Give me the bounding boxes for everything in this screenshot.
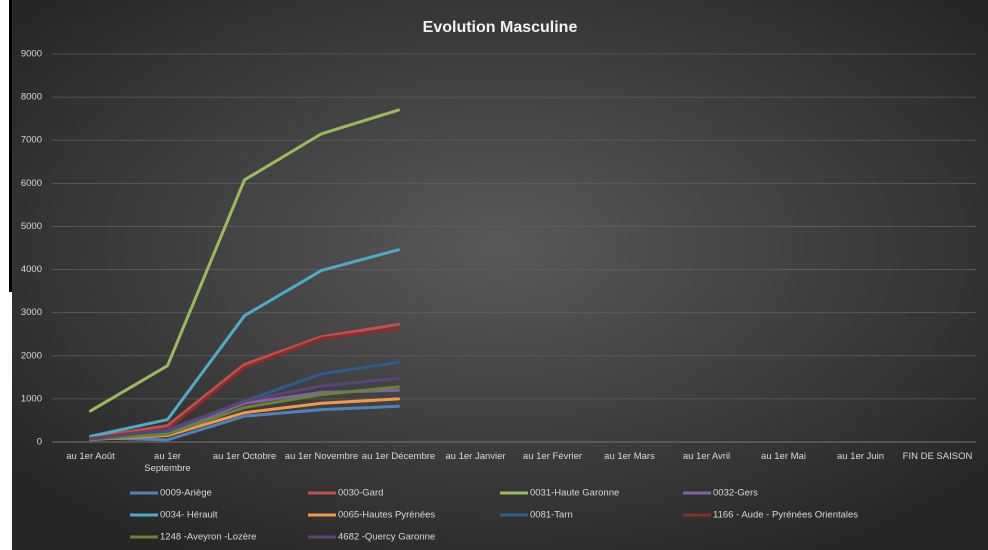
y-tick-label: 4000 [21, 264, 42, 275]
legend-label: 4682 -Quercy Garonne [338, 532, 435, 543]
legend-label: 0065-Hautes Pyrénées [338, 510, 435, 521]
y-tick-label: 6000 [21, 178, 42, 189]
legend-label: 0030-Gard [338, 488, 383, 499]
y-tick-label: 3000 [21, 307, 42, 318]
y-tick-label: 0 [37, 437, 42, 448]
x-tick-label: au 1er Mai [761, 451, 806, 462]
x-tick-label: FIN DE SAISON [902, 451, 973, 462]
x-tick-label: au 1er Janvier [445, 451, 506, 462]
series-line [89, 404, 400, 442]
y-tick-label: 8000 [21, 92, 42, 103]
series-line [89, 376, 400, 441]
legend-label: 0009-Ariège [160, 488, 212, 499]
series-line [89, 322, 400, 440]
series-line [89, 248, 400, 438]
legend-label: 1166 - Aude - Pyrénées Orientales [713, 510, 858, 521]
legend-label: 0081-Tarn [530, 510, 573, 521]
y-tick-label: 7000 [21, 135, 42, 146]
x-tick-label: au 1er Décembre [361, 451, 436, 462]
x-tick-label: au 1er Juin [836, 451, 884, 462]
y-tick-label: 2000 [21, 350, 42, 361]
x-tick-label: au 1er Mars [604, 451, 655, 462]
x-tick-label: au 1er Novembre [284, 451, 359, 462]
chart-background [12, 0, 988, 550]
x-tick-label: au 1er Avril [682, 451, 731, 462]
series-line [89, 385, 400, 441]
series-line [89, 108, 400, 413]
x-tick-label: au 1er Septembre [144, 451, 191, 474]
legend-label: 0031-Haute Garonne [530, 488, 619, 499]
y-tick-label: 9000 [21, 49, 42, 60]
y-tick-label: 1000 [21, 393, 42, 404]
x-tick-label: au 1er Octobre [212, 451, 277, 462]
y-tick-label: 5000 [21, 221, 42, 232]
legend-label: 0032-Gers [713, 488, 758, 499]
legend-label: 1248 -Aveyron -Lozère [160, 532, 256, 543]
chart-title: Evolution Masculine [423, 19, 578, 36]
x-tick-label: au 1er Août [66, 451, 115, 462]
border [9, 0, 12, 292]
x-tick-label: au 1er Février [522, 451, 583, 462]
legend-label: 0034- Hérault [160, 510, 218, 521]
